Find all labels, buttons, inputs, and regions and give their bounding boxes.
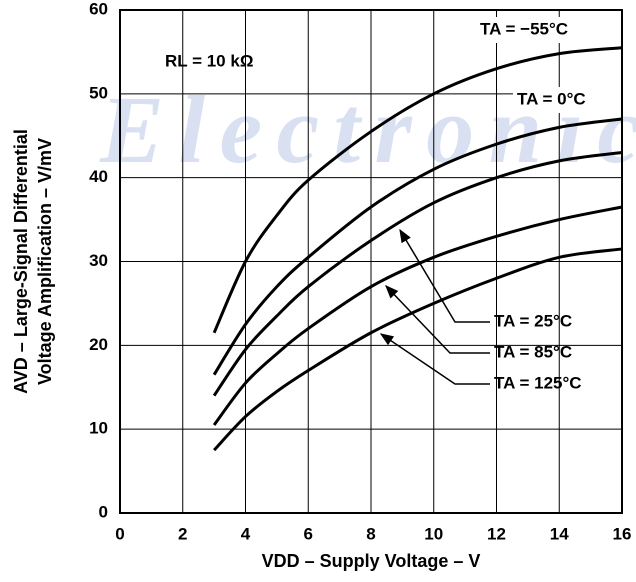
x-tick-label: 6 [304, 524, 313, 543]
y-axis-label: AVD – Large-Signal Differential [11, 129, 31, 394]
x-tick-label: 0 [115, 524, 124, 543]
x-tick-label: 10 [424, 524, 443, 543]
label-bg [476, 17, 584, 43]
legend-label: TA = 0°C [517, 89, 586, 108]
leader-arrow [385, 285, 490, 354]
x-tick-label: 14 [550, 524, 569, 543]
y-tick-label: 20 [89, 335, 108, 354]
legend-label: TA = 25°C [494, 311, 572, 330]
leader-arrow [379, 333, 490, 385]
x-axis-label: VDD – Supply Voltage – V [262, 551, 481, 571]
y-tick-label: 10 [89, 419, 108, 438]
y-tick-label: 40 [89, 167, 108, 186]
leader-arrow [399, 228, 490, 323]
legend-label: TA = −55°C [480, 19, 568, 38]
y-tick-label: 30 [89, 251, 108, 270]
x-tick-label: 8 [366, 524, 375, 543]
x-tick-label: 4 [241, 524, 251, 543]
label-bg [513, 87, 621, 113]
x-tick-label: 12 [487, 524, 506, 543]
plot-frame [119, 9, 623, 514]
x-tick-label: 2 [178, 524, 187, 543]
curve [212, 205, 623, 426]
y-axis-label: Voltage Amplification – V/mV [35, 138, 55, 385]
y-tick-label: 60 [89, 0, 108, 18]
y-tick-label: 0 [99, 502, 108, 521]
curve [212, 117, 623, 376]
legend-label: TA = 125°C [494, 373, 582, 392]
curve [212, 151, 623, 397]
curve [212, 46, 623, 334]
legend-label: TA = 85°C [494, 342, 572, 361]
curve [213, 247, 623, 452]
y-tick-label: 50 [89, 83, 108, 102]
x-tick-label: 16 [613, 524, 632, 543]
annotation: RL = 10 kΩ [165, 51, 253, 70]
